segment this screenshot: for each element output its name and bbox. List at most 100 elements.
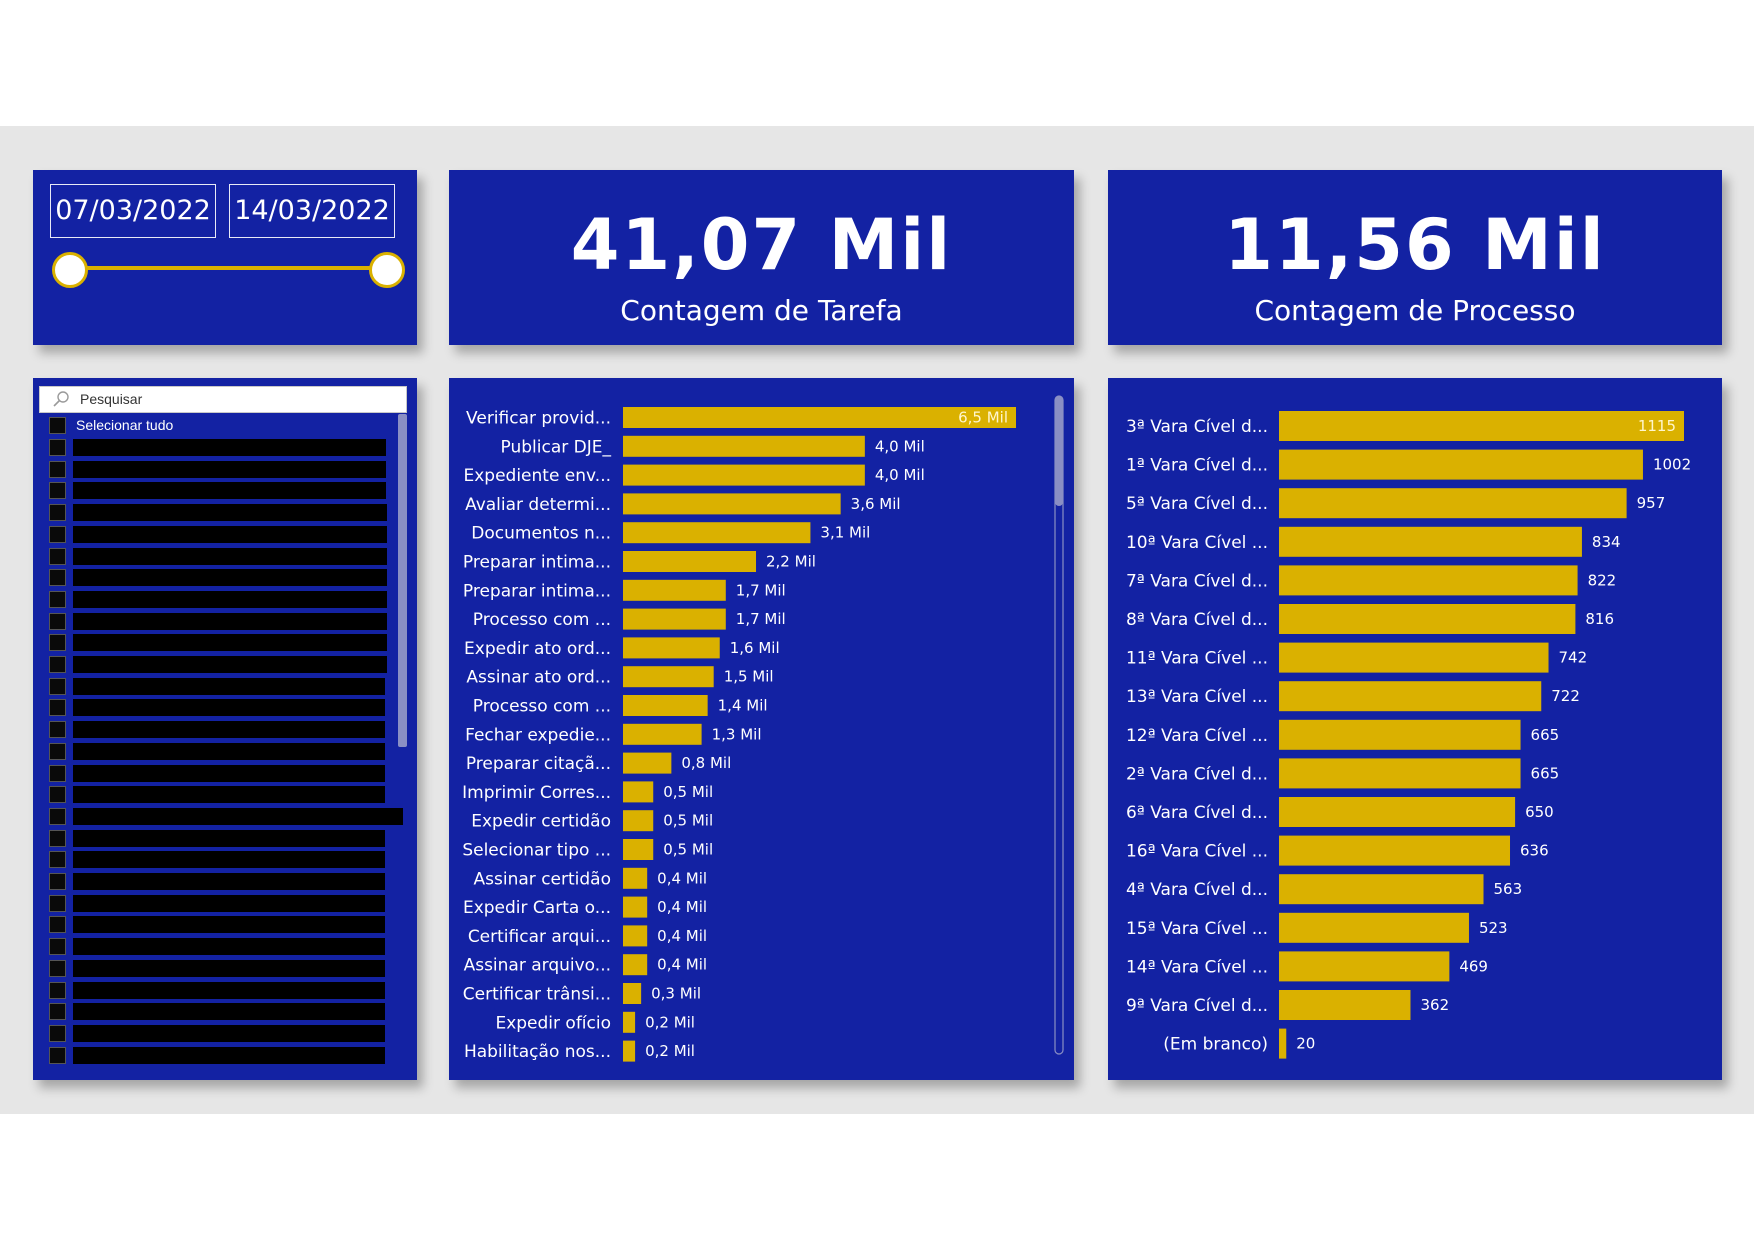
redacted-label bbox=[73, 1046, 385, 1064]
data-label: 2,2 Mil bbox=[766, 553, 816, 571]
bar[interactable] bbox=[1279, 758, 1521, 789]
date-slider-end-handle[interactable] bbox=[369, 252, 405, 288]
list-item-checkbox[interactable] bbox=[49, 569, 66, 587]
redacted-label bbox=[73, 807, 403, 825]
list-scrollbar[interactable] bbox=[398, 414, 407, 747]
date-slider-start-handle[interactable] bbox=[52, 252, 88, 288]
bar[interactable] bbox=[623, 464, 865, 486]
select-all-checkbox[interactable] bbox=[49, 417, 66, 434]
list-item-checkbox[interactable] bbox=[49, 894, 66, 912]
bar[interactable] bbox=[1279, 642, 1549, 673]
list-item-checkbox[interactable] bbox=[49, 873, 66, 890]
bar[interactable] bbox=[1279, 1028, 1287, 1059]
data-label: 1,7 Mil bbox=[736, 581, 786, 599]
bar[interactable] bbox=[1279, 719, 1521, 750]
data-label: 0,2 Mil bbox=[645, 1042, 695, 1060]
data-label: 722 bbox=[1551, 687, 1580, 705]
list-item-checkbox[interactable] bbox=[49, 981, 66, 999]
list-item-checkbox[interactable] bbox=[49, 439, 66, 456]
bar[interactable] bbox=[623, 551, 757, 572]
list-item-checkbox[interactable] bbox=[49, 547, 66, 565]
bar[interactable] bbox=[623, 954, 648, 976]
list-item-checkbox[interactable] bbox=[49, 1024, 66, 1042]
list-item-checkbox[interactable] bbox=[49, 851, 66, 869]
list-item-checkbox[interactable] bbox=[49, 764, 66, 782]
list-item-checkbox[interactable] bbox=[49, 807, 66, 825]
chart-scrollbar-thumb[interactable] bbox=[1055, 396, 1063, 506]
bar[interactable] bbox=[1279, 449, 1643, 480]
list-item-checkbox[interactable] bbox=[49, 959, 66, 977]
list-item-checkbox[interactable] bbox=[49, 699, 66, 717]
list-item-checkbox[interactable] bbox=[49, 829, 66, 847]
list-item-checkbox[interactable] bbox=[49, 612, 66, 630]
bar[interactable] bbox=[1279, 874, 1484, 905]
bar[interactable] bbox=[1279, 912, 1469, 943]
bar[interactable] bbox=[623, 752, 672, 774]
bar[interactable] bbox=[1279, 604, 1576, 634]
list-item-checkbox[interactable] bbox=[49, 786, 66, 804]
bar[interactable] bbox=[1279, 990, 1411, 1020]
bar[interactable] bbox=[1279, 488, 1627, 519]
bar[interactable] bbox=[623, 407, 1016, 428]
bar[interactable] bbox=[623, 608, 726, 630]
kpi-label: Contagem de Processo bbox=[1254, 294, 1576, 327]
bar[interactable] bbox=[623, 435, 865, 457]
date-slider-track[interactable] bbox=[71, 266, 389, 270]
bar[interactable] bbox=[623, 867, 648, 889]
category-label: Imprimir Corres... bbox=[462, 783, 611, 803]
list-item-checkbox[interactable] bbox=[49, 721, 66, 739]
bar[interactable] bbox=[623, 637, 720, 659]
category-label: 10ª Vara Cível ... bbox=[1126, 533, 1268, 553]
list-item-checkbox[interactable] bbox=[49, 590, 66, 608]
category-label: Assinar arquivo... bbox=[464, 956, 611, 976]
bar[interactable] bbox=[623, 839, 654, 860]
bar[interactable] bbox=[623, 666, 714, 688]
redacted-label bbox=[73, 547, 387, 565]
redacted-label bbox=[73, 829, 385, 847]
bar[interactable] bbox=[623, 781, 654, 803]
list-item-checkbox[interactable] bbox=[49, 742, 66, 760]
list-item-checkbox[interactable] bbox=[49, 938, 66, 956]
bar[interactable] bbox=[623, 1040, 636, 1062]
bar[interactable] bbox=[1279, 681, 1542, 712]
bar[interactable] bbox=[1279, 951, 1450, 982]
data-label: 0,4 Mil bbox=[657, 956, 707, 974]
list-item-checkbox[interactable] bbox=[49, 677, 66, 695]
start-date-input[interactable]: 07/03/2022 bbox=[50, 184, 216, 238]
data-label: 834 bbox=[1592, 533, 1621, 551]
bar[interactable] bbox=[623, 579, 726, 601]
list-item-checkbox[interactable] bbox=[49, 634, 66, 652]
category-label: Preparar intima... bbox=[463, 553, 611, 573]
list-item-checkbox[interactable] bbox=[49, 1046, 66, 1064]
category-label: (Em branco) bbox=[1163, 1035, 1268, 1055]
data-label: 1,4 Mil bbox=[718, 697, 768, 715]
list-item-checkbox[interactable] bbox=[49, 482, 66, 500]
bar[interactable] bbox=[1279, 565, 1578, 596]
category-label: Verificar provid... bbox=[466, 409, 611, 429]
bar[interactable] bbox=[623, 810, 654, 832]
list-item-checkbox[interactable] bbox=[49, 1003, 66, 1021]
list-item-checkbox[interactable] bbox=[49, 504, 66, 522]
bar[interactable] bbox=[623, 493, 841, 515]
bar[interactable] bbox=[1279, 411, 1684, 441]
list-item-checkbox[interactable] bbox=[49, 656, 66, 673]
data-label: 0,8 Mil bbox=[681, 754, 731, 772]
bar[interactable] bbox=[623, 522, 811, 544]
bar[interactable] bbox=[1279, 526, 1582, 557]
bar[interactable] bbox=[623, 723, 702, 745]
search-input[interactable]: Pesquisar bbox=[39, 386, 407, 413]
end-date-input[interactable]: 14/03/2022 bbox=[229, 184, 395, 238]
list-item-checkbox[interactable] bbox=[49, 460, 66, 478]
list-item-checkbox[interactable] bbox=[49, 525, 66, 543]
list-item-checkbox[interactable] bbox=[49, 916, 66, 934]
bar[interactable] bbox=[1279, 797, 1516, 827]
data-label: 20 bbox=[1296, 1035, 1315, 1053]
data-label: 650 bbox=[1525, 803, 1554, 821]
bar[interactable] bbox=[1279, 835, 1511, 866]
data-label: 563 bbox=[1493, 880, 1522, 898]
bar[interactable] bbox=[623, 1011, 636, 1033]
bar[interactable] bbox=[623, 695, 708, 716]
bar[interactable] bbox=[623, 896, 648, 918]
bar[interactable] bbox=[623, 925, 648, 947]
bar[interactable] bbox=[623, 983, 642, 1004]
